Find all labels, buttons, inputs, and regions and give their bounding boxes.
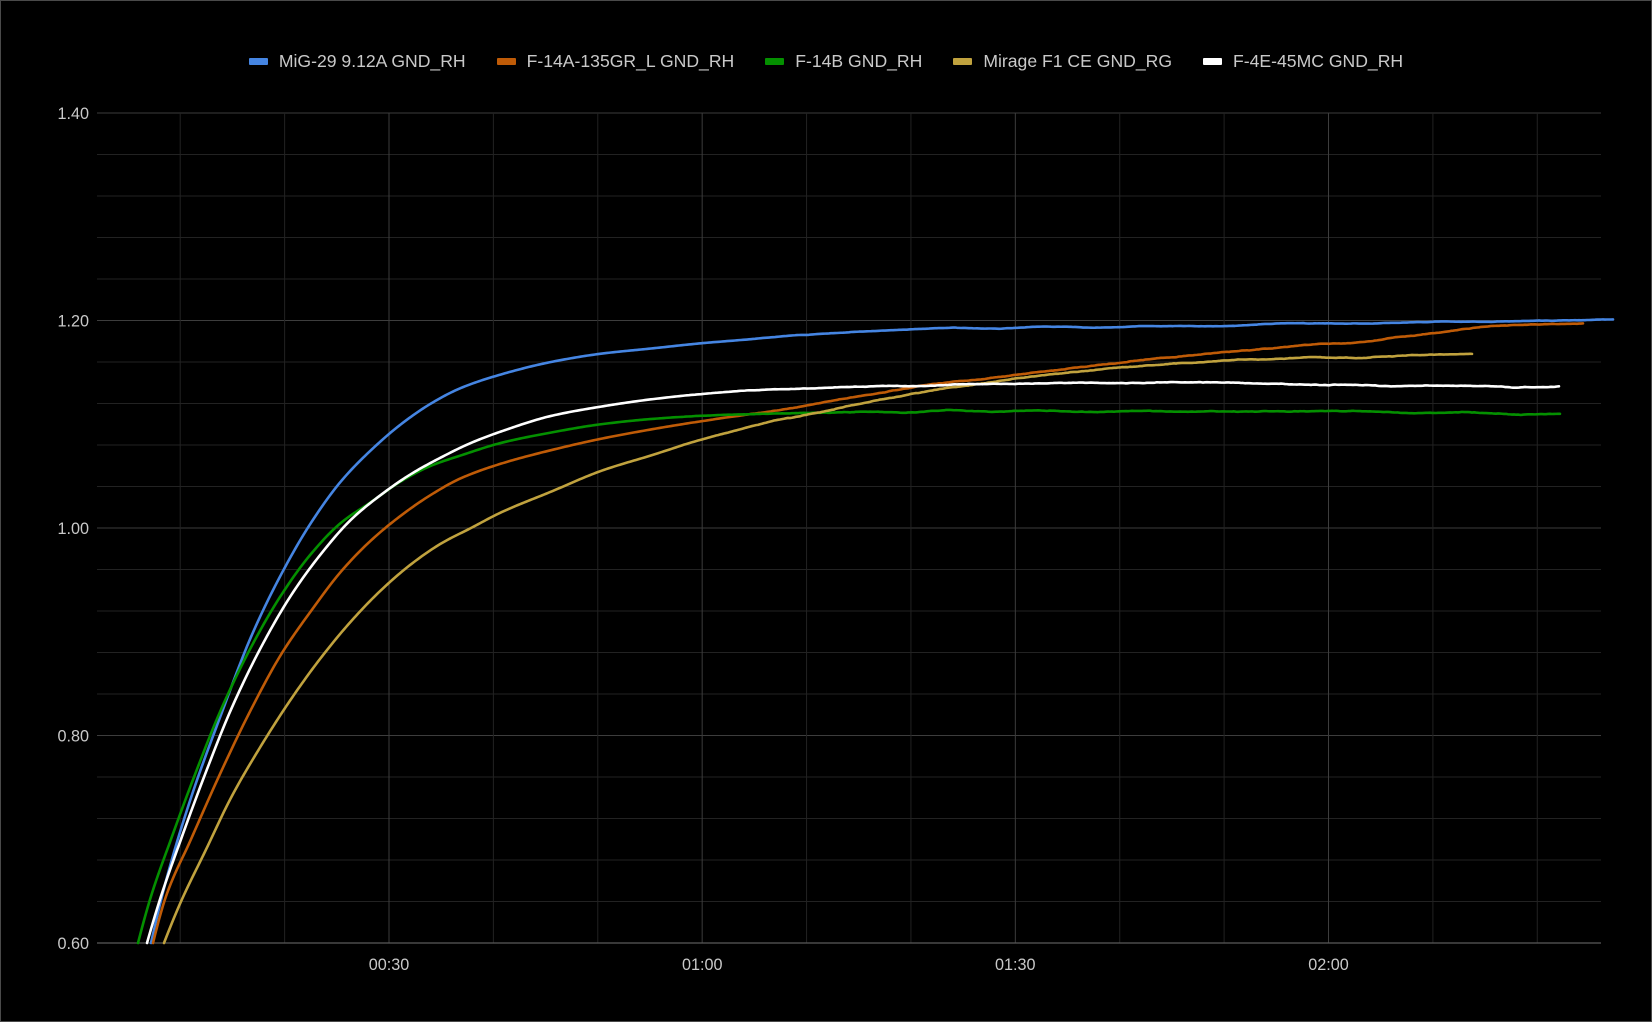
svg-text:0.60: 0.60 xyxy=(57,935,89,953)
svg-text:1.40: 1.40 xyxy=(57,105,89,123)
svg-text:0.80: 0.80 xyxy=(57,728,89,746)
svg-text:01:30: 01:30 xyxy=(995,956,1036,974)
svg-text:1.00: 1.00 xyxy=(57,520,89,538)
svg-text:02:00: 02:00 xyxy=(1308,956,1349,974)
svg-text:00:30: 00:30 xyxy=(369,956,410,974)
svg-text:1.20: 1.20 xyxy=(57,313,89,331)
svg-text:01:00: 01:00 xyxy=(682,956,723,974)
